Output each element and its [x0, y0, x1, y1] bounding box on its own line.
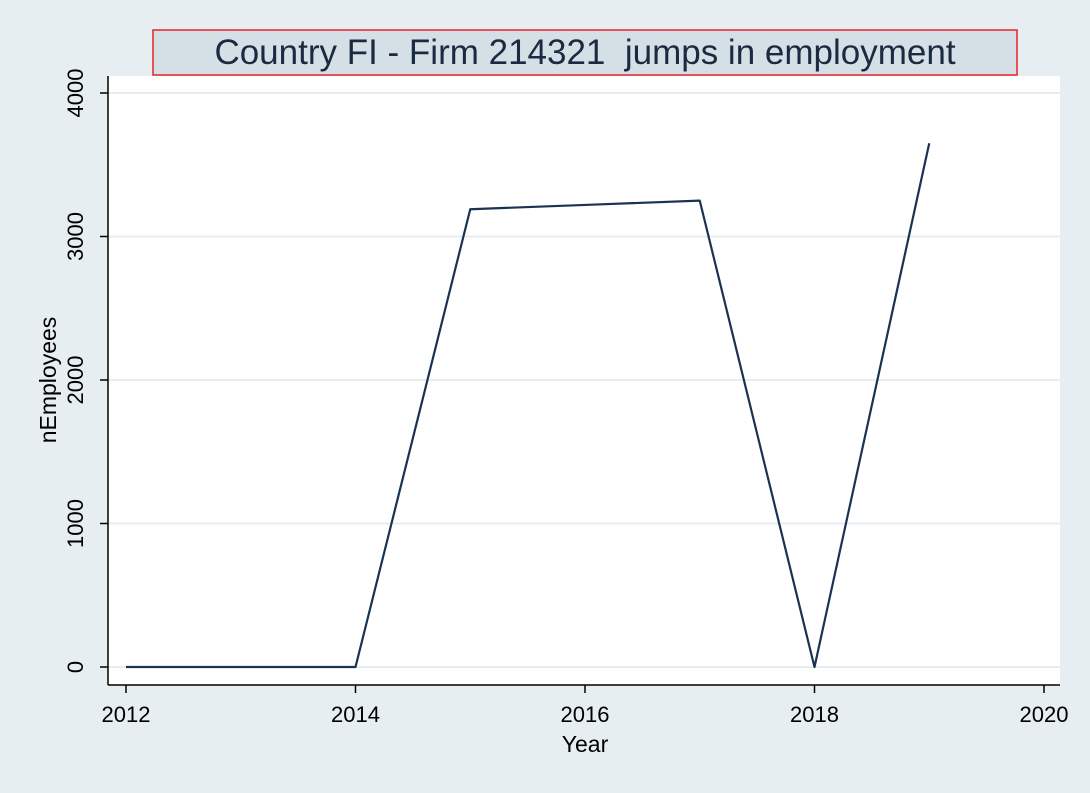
- y-tick-label: 2000: [63, 356, 88, 405]
- y-tick-label: 1000: [63, 499, 88, 548]
- x-tick-label: 2014: [331, 702, 380, 727]
- y-tick-label: 0: [63, 661, 88, 673]
- x-axis-title: Year: [562, 731, 609, 757]
- series-line: [126, 142, 931, 669]
- x-tick-label: 2012: [102, 702, 151, 727]
- y-axis: 0 1000 2000 3000 4000: [63, 69, 109, 685]
- chart-title: Country FI - Firm 214321 jumps in employ…: [214, 33, 955, 72]
- x-tick-label: 2016: [561, 702, 610, 727]
- x-tick-label: 2018: [790, 702, 839, 727]
- x-tick-label: 2020: [1020, 702, 1069, 727]
- y-tick-label: 3000: [63, 212, 88, 261]
- y-axis-title: nEmployees: [35, 317, 61, 444]
- x-axis: 2012 2014 2016 2018 2020: [102, 684, 1069, 727]
- series-group: [125, 142, 931, 669]
- y-tick-label: 4000: [63, 69, 88, 118]
- title-box: [152, 29, 1018, 76]
